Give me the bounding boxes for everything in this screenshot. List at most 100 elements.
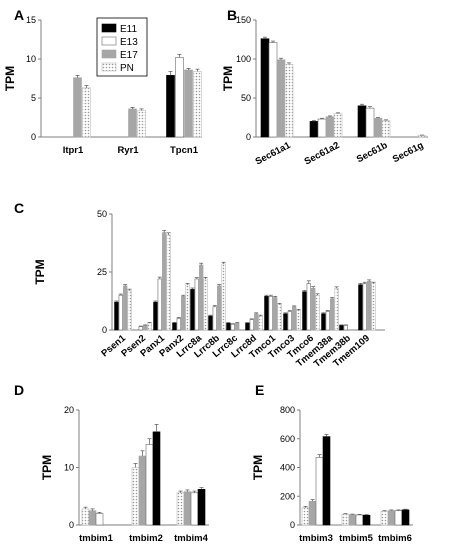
- bar-e13-sec61a1: [268, 42, 278, 138]
- category-label: Sec61a1: [254, 140, 293, 168]
- legend: E11 E13 E17 PN: [96, 17, 148, 77]
- bar-pn-tpcn1: [193, 71, 202, 138]
- category-label: tmbim1: [79, 533, 114, 544]
- bar-e13-tmbim1: [95, 513, 104, 526]
- bar-e11-tmco6: [302, 291, 307, 331]
- category-label: tmbim6: [378, 533, 412, 544]
- category-label: tmbim5: [339, 533, 374, 544]
- bar-e11-tmco1: [264, 296, 269, 331]
- category-label: Tpcn1: [170, 145, 199, 156]
- y-tick-label: 0: [246, 132, 251, 142]
- bar-e17-tmbim2: [138, 455, 147, 526]
- bar-e13-tmbim6: [394, 510, 403, 526]
- bar-pn-tmco3: [296, 309, 301, 331]
- bar-e17-itpr1: [73, 77, 82, 138]
- legend-label-e17: E17: [120, 50, 138, 61]
- bar-e11-lrrc8d: [245, 322, 250, 331]
- bar-e13-lrrc8c: [230, 323, 235, 331]
- y-tick-label: 0: [290, 520, 295, 530]
- bar-e11-psen1: [114, 301, 119, 331]
- panel-letter: C: [14, 200, 24, 216]
- bar-e13-sec61b: [365, 107, 375, 138]
- bar-e13-tmco1: [268, 296, 273, 331]
- y-tick-label: 25: [97, 267, 107, 277]
- panel-a: A TPM 0 5 10 15 Itpr1 Ryr1 Tpcn1 E11 E13 E17 PN: [3, 7, 202, 156]
- bar-e17-panx1: [162, 232, 167, 331]
- bar-e17-tpcn1: [184, 69, 193, 138]
- bar-e11-sec61b: [357, 105, 367, 138]
- bar-pn-tmbim4: [176, 492, 185, 526]
- category-label: tmbim3: [299, 533, 333, 544]
- y-tick-label: 20: [64, 405, 74, 415]
- bar-e17-psen2: [143, 325, 148, 331]
- category-label: Sec61g: [391, 140, 426, 165]
- panel-letter: E: [255, 382, 264, 398]
- bar-pn-lrrc8a: [203, 278, 208, 331]
- bar-e11-panx1: [153, 301, 158, 331]
- bar-e13-panx2: [176, 318, 181, 331]
- bar-pn-lrrc8d: [258, 315, 263, 331]
- bar-e13-tmbim5: [355, 514, 364, 526]
- bar-e11-tmem38a: [321, 313, 326, 331]
- panel-e: E TPM 0 200 400 600 800 tmbim3 tmbim5 tmbim6: [251, 382, 413, 544]
- bar-pn-panx2: [185, 284, 190, 331]
- panel-b: B TPM 0 50 100 150 Sec61a1 Sec61a2 Sec61b Sec61g: [221, 7, 428, 168]
- bar-e17-lrrc8a: [199, 264, 204, 331]
- bar-e11-tmbim3: [322, 436, 331, 526]
- bar-e11-tmbim4: [197, 489, 206, 526]
- bar-pn-psen1: [127, 290, 132, 331]
- category-label: Sec61a2: [303, 140, 342, 168]
- y-tick-label: 10: [26, 54, 36, 64]
- bar-pn-tmbim2: [131, 467, 140, 526]
- bar-e17-tmco1: [273, 297, 278, 331]
- bar-e13-lrrc8a: [194, 278, 199, 331]
- bar-e13-lrrc8b: [212, 306, 217, 331]
- bar-e11-sec61a1: [260, 38, 270, 138]
- bar-pn-sec61b: [381, 120, 391, 138]
- bar-e11-tmbim2: [152, 431, 161, 526]
- bar-pn-sec61a1: [284, 64, 294, 138]
- bar-e17-tmbim5: [348, 514, 357, 526]
- bar-e17-tmbim3: [308, 500, 317, 526]
- legend-label-e13: E13: [120, 37, 138, 48]
- bar-e11-lrrc8b: [208, 315, 213, 331]
- bar-pn-panx1: [166, 234, 171, 331]
- bar-e17-tmbim1: [88, 510, 97, 526]
- bar-pn-lrrc8b: [221, 263, 226, 331]
- y-tick-label: 50: [97, 209, 107, 219]
- category-label: Sec61b: [355, 140, 390, 165]
- y-tick-label: 50: [241, 93, 251, 103]
- category-label: tmbim4: [174, 533, 209, 544]
- bar-e17-panx2: [181, 296, 186, 331]
- bar-pn-tmco6: [315, 294, 320, 331]
- bar-e11-lrrc8c: [226, 322, 231, 331]
- y-tick-label: 600: [280, 434, 295, 444]
- bar-e13-sec61a2: [317, 118, 327, 138]
- bar-e11-sec61a2: [309, 121, 319, 138]
- y-tick-label: 150: [236, 15, 251, 25]
- bar-pn-tmbim1: [81, 508, 90, 526]
- bar-e17-ryr1: [128, 108, 137, 138]
- bar-e11-tmbim5: [362, 514, 371, 526]
- bar-e17-lrrc8d: [254, 313, 259, 331]
- y-axis-label: TPM: [3, 66, 17, 91]
- legend-swatch-e11: [101, 23, 117, 33]
- category-label: tmbim2: [129, 533, 163, 544]
- bar-pn-tmem38a: [334, 287, 339, 331]
- y-axis-label: TPM: [251, 455, 265, 480]
- bar-pn-tmbim5: [341, 513, 350, 526]
- y-axis-label: TPM: [40, 455, 54, 480]
- bar-e13-panx1: [157, 278, 162, 331]
- y-tick-label: 800: [280, 405, 295, 415]
- bar-pn-tmbim3: [301, 507, 310, 526]
- panel-c: CTPM02550Psen1Psen2Panx1Panx2Lrrc8aLrrc8…: [14, 200, 385, 370]
- panel-letter: D: [14, 382, 24, 398]
- bar-pn-tmco1: [277, 304, 282, 331]
- bar-e13-tmem109: [362, 283, 367, 331]
- bar-e13-psen1: [118, 294, 123, 331]
- y-axis-label: TPM: [221, 66, 235, 91]
- bar-pn-ryr1: [137, 110, 146, 138]
- y-tick-label: 0: [31, 132, 36, 142]
- bar-e17-sec61a1: [276, 59, 286, 138]
